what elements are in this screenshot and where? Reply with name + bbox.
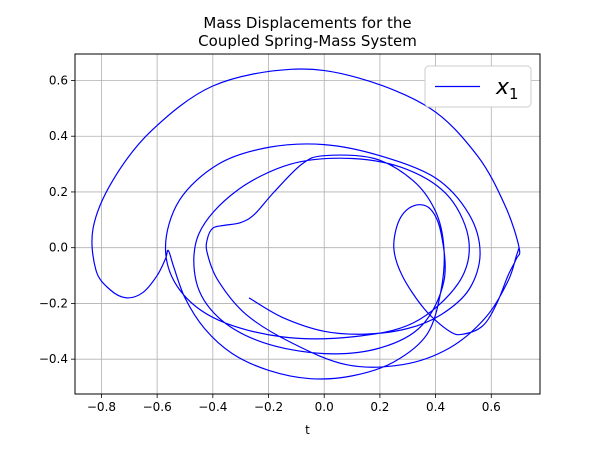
legend-label-main: x <box>495 75 510 100</box>
y-tick-label: 0.4 <box>49 129 68 143</box>
x-axis-label: t <box>305 423 310 437</box>
x-tick-label: 0.4 <box>426 400 445 414</box>
series-line-x1 <box>91 68 521 380</box>
x-tick-label: 0.6 <box>482 400 501 414</box>
y-tick-label: −0.2 <box>39 296 68 310</box>
x-tick-label: −0.8 <box>87 400 116 414</box>
y-tick-label: 0.6 <box>49 73 68 87</box>
x-tick-label: −0.6 <box>143 400 172 414</box>
y-tick-label: −0.4 <box>39 352 68 366</box>
chart-title-line2: Coupled Spring-Mass System <box>198 32 417 50</box>
x-tick-label: −0.4 <box>198 400 227 414</box>
axis-ticks: −0.8 −0.6 −0.4 −0.2 0.0 0.2 0.4 0.6 −0.4 −0.2 0.0 0… <box>39 73 501 414</box>
grid-lines <box>75 54 540 394</box>
x-tick-label: 0.2 <box>370 400 389 414</box>
legend-label-x1: x1 <box>495 75 519 103</box>
x-tick-label: 0.0 <box>315 400 334 414</box>
y-tick-label: 0.0 <box>49 241 68 255</box>
y-tick-label: 0.2 <box>49 185 68 199</box>
x-tick-label: −0.2 <box>254 400 283 414</box>
plot-area-frame <box>74 53 541 395</box>
legend-label-subscript: 1 <box>509 85 519 103</box>
legend: x1 <box>424 65 532 108</box>
series-group <box>91 68 521 380</box>
chart-title-line1: Mass Displacements for the <box>203 14 411 32</box>
